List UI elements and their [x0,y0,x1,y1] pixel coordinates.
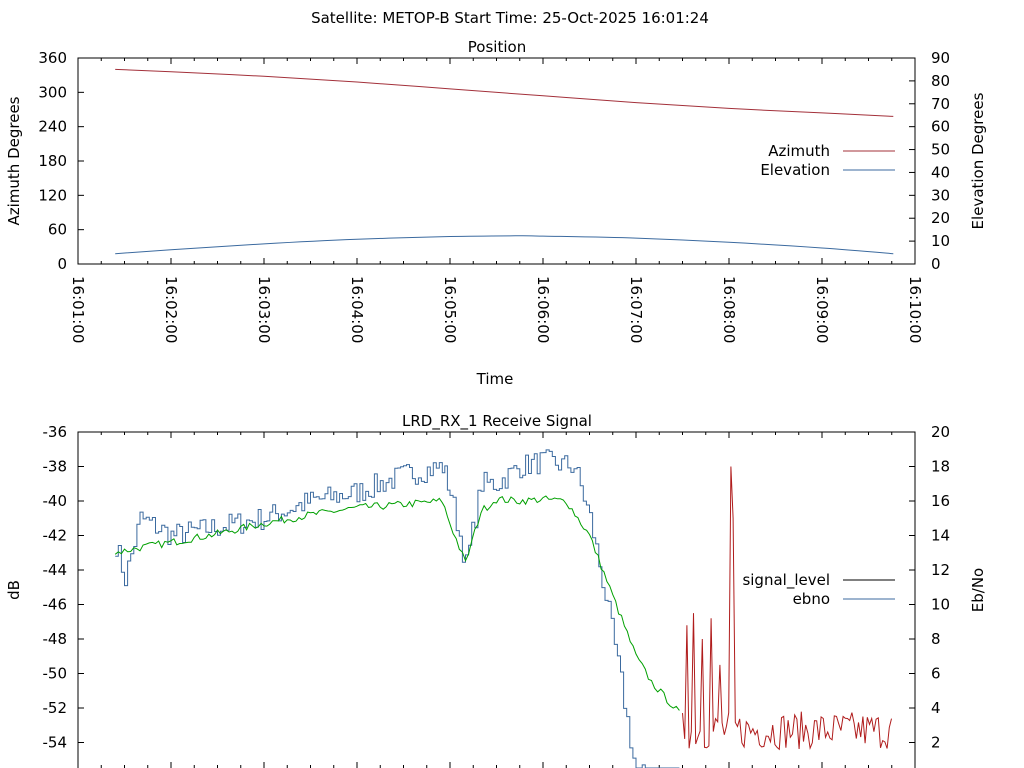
y2-tick-label: 4 [931,699,941,717]
position-y2-axis-label: Elevation Degrees [969,92,987,229]
y-tick-label: -48 [43,630,68,648]
y-tick-label: -54 [43,734,68,752]
y-tick-label: 0 [57,255,67,273]
y2-tick-label: 70 [931,95,950,113]
legend-label-elevation: Elevation [760,161,830,179]
position-axis-ticks: 0 60 120 180 240 300 360 0 10 20 30 40 50 60 70 80 90 16:… [38,49,950,343]
y2-tick-label: 20 [931,209,950,227]
signal-plot-frame [77,431,916,768]
y2-tick-label: 2 [931,734,941,752]
series-line-signal-level [114,495,680,711]
y-tick-label: -40 [43,492,68,510]
y-tick-label: 240 [38,118,67,136]
signal-chart-title: LRD_RX_1 Receive Signal [402,412,592,431]
x-tick-label: 16:02:00 [162,276,180,343]
legend-label-ebno: ebno [793,590,830,608]
receive-signal-chart: LRD_RX_1 Receive Signal -36 -38 -40 -42 -44 -… [5,412,987,768]
y2-tick-label: 40 [931,163,950,181]
y2-tick-label: 20 [931,423,950,441]
x-tick-label: 16:06:00 [534,276,552,343]
y2-tick-label: 90 [931,49,950,67]
y2-tick-label: 50 [931,141,950,159]
position-chart: Position 0 60 120 180 240 300 360 0 10 20 30 40 50 60… [5,38,987,388]
signal-legend: signal_level ebno [742,571,895,608]
y-tick-label: -52 [43,699,68,717]
y2-tick-label: 10 [931,596,950,614]
chart-header-title: Satellite: METOP-B Start Time: 25-Oct-20… [311,9,709,27]
y2-tick-label: 60 [931,118,950,136]
y2-tick-label: 14 [931,527,950,545]
y-tick-label: -44 [43,561,68,579]
y-tick-label: 180 [38,152,67,170]
y2-tick-label: 8 [931,630,941,648]
y2-tick-label: 6 [931,665,941,683]
y-tick-label: -42 [43,527,68,545]
y-tick-label: 300 [38,83,67,101]
signal-series [114,449,892,768]
y2-tick-label: 0 [931,255,941,273]
position-legend: Azimuth Elevation [760,142,895,179]
position-chart-title: Position [468,38,526,56]
y-tick-label: -36 [43,423,68,441]
y2-tick-label: 80 [931,72,950,90]
y2-tick-label: 18 [931,458,950,476]
x-tick-label: 16:04:00 [348,276,366,343]
position-y-axis-label: Azimuth Degrees [5,96,23,225]
signal-axis-ticks: -36-38-40-42-44-46-48-50-52-54-560246810… [43,423,950,768]
y2-tick-label: 16 [931,492,950,510]
series-line-ebno [115,449,680,768]
y2-tick-label: 12 [931,561,950,579]
x-tick-label: 16:09:00 [813,276,831,343]
signal-y-axis-label: dB [5,580,23,600]
series-line-signal-noise-tail [682,466,892,751]
legend-label-signal-level: signal_level [742,571,830,590]
x-tick-label: 16:07:00 [627,276,645,343]
y2-tick-label: 10 [931,232,950,250]
x-tick-label: 16:10:00 [906,276,924,343]
x-tick-label: 16:08:00 [720,276,738,343]
position-x-axis-label: Time [476,370,514,388]
y-tick-label: -46 [43,596,68,614]
x-tick-label: 16:03:00 [255,276,273,343]
legend-label-azimuth: Azimuth [768,142,830,160]
y-tick-label: 120 [38,186,67,204]
y-tick-label: 360 [38,49,67,67]
y2-tick-label: 30 [931,186,950,204]
y-tick-label: -38 [43,458,68,476]
series-line-elevation [115,235,894,255]
y-tick-label: -50 [43,665,68,683]
signal-y2-axis-label: Eb/No [969,568,987,612]
series-line-azimuth [115,68,894,117]
x-tick-label: 16:01:00 [69,276,87,343]
position-series [115,68,894,255]
x-tick-label: 16:05:00 [441,276,459,343]
y-tick-label: 60 [48,221,67,239]
